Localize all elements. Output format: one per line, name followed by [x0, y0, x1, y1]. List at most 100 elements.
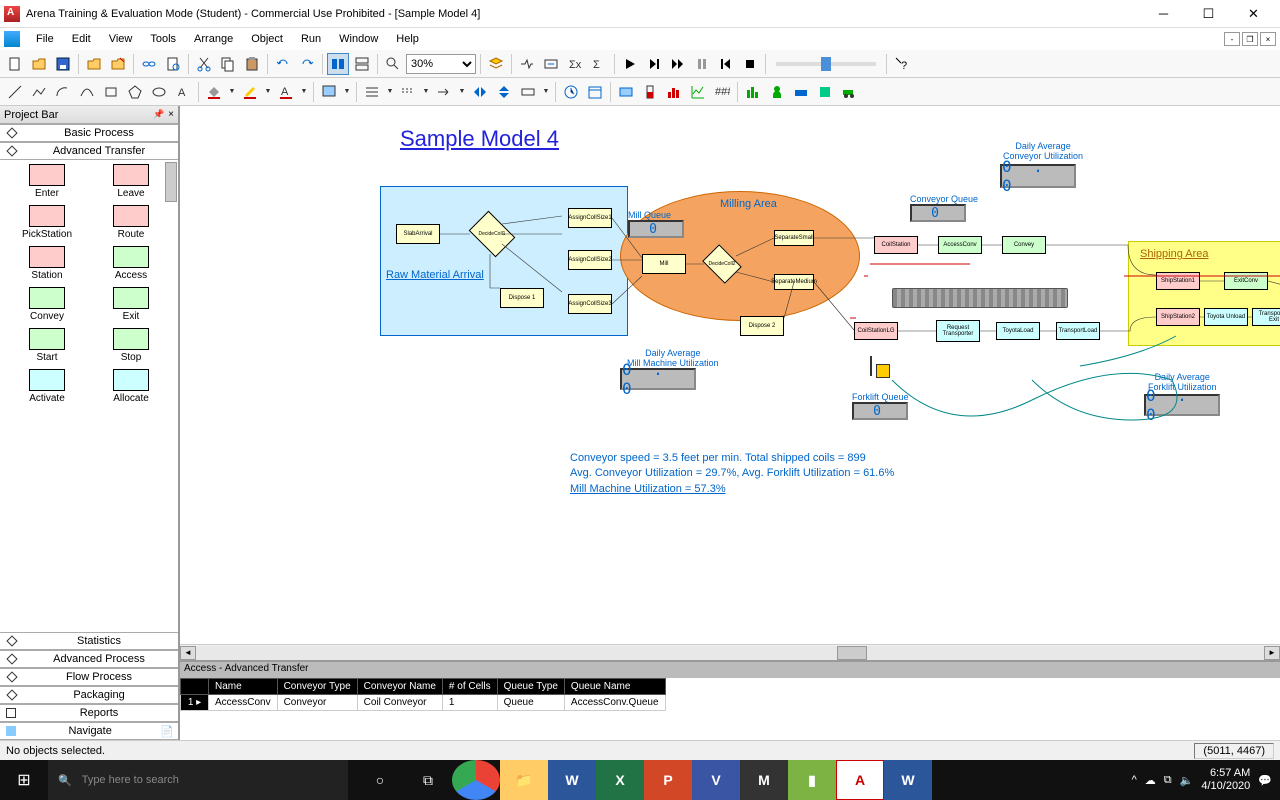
palette-exit[interactable]: Exit: [90, 287, 172, 322]
polygon-tool[interactable]: [124, 81, 146, 103]
mdi-minimize[interactable]: -: [1224, 32, 1240, 46]
menu-tools[interactable]: Tools: [142, 31, 184, 47]
line-style-button[interactable]: [397, 81, 419, 103]
split-view-button[interactable]: [351, 53, 373, 75]
date-icon[interactable]: [584, 81, 606, 103]
save-button[interactable]: [52, 53, 74, 75]
cut-button[interactable]: [193, 53, 215, 75]
polyline-tool[interactable]: [28, 81, 50, 103]
line-width-button[interactable]: [361, 81, 383, 103]
blk-dispose1[interactable]: Dispose 1: [500, 288, 544, 308]
text-tool[interactable]: A: [172, 81, 194, 103]
fill-color-button[interactable]: [203, 81, 225, 103]
cat-reports[interactable]: Reports: [0, 704, 178, 722]
blk-exit-conv[interactable]: ExitConv: [1224, 272, 1268, 290]
run-step-button[interactable]: [643, 53, 665, 75]
variable-icon[interactable]: [615, 81, 637, 103]
cat-advanced-transfer[interactable]: Advanced Transfer: [0, 142, 178, 160]
zoom-button[interactable]: [382, 53, 404, 75]
palette-convey[interactable]: Convey: [6, 287, 88, 322]
module-view-button[interactable]: [327, 53, 349, 75]
app1-icon[interactable]: M: [740, 760, 788, 800]
menu-window[interactable]: Window: [331, 31, 386, 47]
arena-icon[interactable]: A: [836, 760, 884, 800]
show-dim-dd[interactable]: ▼: [541, 81, 551, 103]
run-go-button[interactable]: [619, 53, 641, 75]
clock-icon[interactable]: [560, 81, 582, 103]
histogram-icon[interactable]: [663, 81, 685, 103]
menu-object[interactable]: Object: [243, 31, 291, 47]
pin-icon[interactable]: 📌: [153, 109, 164, 120]
maximize-button[interactable]: ☐: [1186, 0, 1231, 28]
queue-icon[interactable]: ###: [711, 81, 733, 103]
cat-basic-process[interactable]: Basic Process: [0, 124, 178, 142]
arc-tool[interactable]: [52, 81, 74, 103]
word2-icon[interactable]: W: [884, 760, 932, 800]
minimize-button[interactable]: ─: [1141, 0, 1186, 28]
zoom-select[interactable]: 30%: [406, 54, 476, 74]
chrome-icon[interactable]: [452, 760, 500, 800]
model-canvas[interactable]: Sample Model 4 Raw Material Arrival Slab…: [180, 106, 1280, 644]
arrow-style-dd[interactable]: ▼: [457, 81, 467, 103]
mdi-close[interactable]: ×: [1260, 32, 1276, 46]
attach-button[interactable]: [83, 53, 105, 75]
projectbar-close[interactable]: ×: [168, 109, 174, 120]
canvas-hscroll[interactable]: ◄►: [180, 644, 1280, 660]
line-color-button[interactable]: [239, 81, 261, 103]
entity-icon[interactable]: [766, 81, 788, 103]
dropbox-icon[interactable]: ⧉: [1164, 774, 1172, 787]
redo-button[interactable]: [296, 53, 318, 75]
submodel-button[interactable]: [540, 53, 562, 75]
tray-expand-icon[interactable]: ^: [1132, 774, 1137, 786]
text-color-dd[interactable]: ▼: [299, 81, 309, 103]
taskbar-search[interactable]: 🔍 Type here to search: [48, 760, 348, 800]
run-start-over-button[interactable]: [715, 53, 737, 75]
speed-slider[interactable]: [776, 62, 876, 66]
expression-button[interactable]: Σx: [564, 53, 586, 75]
box-tool[interactable]: [100, 81, 122, 103]
menu-file[interactable]: File: [28, 31, 62, 47]
ppt-icon[interactable]: P: [644, 760, 692, 800]
new-button[interactable]: [4, 53, 26, 75]
close-button[interactable]: ✕: [1231, 0, 1276, 28]
ellipse-tool[interactable]: [148, 81, 170, 103]
chart2-icon[interactable]: [742, 81, 764, 103]
cat-advanced-process[interactable]: Advanced Process: [0, 650, 178, 668]
blk-convey[interactable]: Convey: [1002, 236, 1046, 254]
layers-button[interactable]: [485, 53, 507, 75]
mdi-restore[interactable]: ❐: [1242, 32, 1258, 46]
palette-enter[interactable]: Enter: [6, 164, 88, 199]
blk-toyota-unload[interactable]: Toyota Unload: [1204, 308, 1248, 326]
print-preview-button[interactable]: [162, 53, 184, 75]
visio-icon[interactable]: V: [692, 760, 740, 800]
arrow-style-button[interactable]: [433, 81, 455, 103]
show-dim-button[interactable]: [517, 81, 539, 103]
blk-assign3[interactable]: AssignCollSize3: [568, 294, 612, 314]
bezier-tool[interactable]: [76, 81, 98, 103]
line-style-dd[interactable]: ▼: [421, 81, 431, 103]
context-help-button[interactable]: ?: [891, 53, 913, 75]
palette-leave[interactable]: Leave: [90, 164, 172, 199]
bg-color-button[interactable]: [318, 81, 340, 103]
blk-trans-exit[interactable]: Transporter Exit: [1252, 308, 1280, 326]
fill-color-dd[interactable]: ▼: [227, 81, 237, 103]
menu-arrange[interactable]: Arrange: [186, 31, 241, 47]
cat-navigate[interactable]: Navigate📄: [0, 722, 178, 740]
bg-color-dd[interactable]: ▼: [342, 81, 352, 103]
text-color-button[interactable]: A: [275, 81, 297, 103]
sigma-button[interactable]: Σ: [588, 53, 610, 75]
taskview-icon[interactable]: ⧉: [404, 760, 452, 800]
paste-button[interactable]: [241, 53, 263, 75]
undo-button[interactable]: [272, 53, 294, 75]
blk-sep-small[interactable]: SeparateSmall: [774, 230, 814, 246]
line-color-dd[interactable]: ▼: [263, 81, 273, 103]
menu-help[interactable]: Help: [388, 31, 427, 47]
blk-ship1[interactable]: ShipStation1: [1156, 272, 1200, 290]
flip-v-button[interactable]: [493, 81, 515, 103]
palette-station[interactable]: Station: [6, 246, 88, 281]
run-pause-button[interactable]: [691, 53, 713, 75]
explorer-icon[interactable]: 📁: [500, 760, 548, 800]
palette-activate[interactable]: Activate: [6, 369, 88, 404]
notifications-icon[interactable]: 💬: [1258, 774, 1272, 787]
taskbar-clock[interactable]: 6:57 AM4/10/2020: [1201, 767, 1250, 793]
